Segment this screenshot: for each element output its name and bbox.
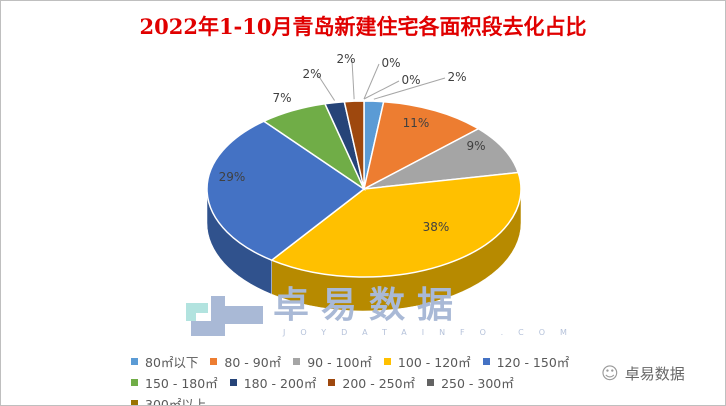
legend-item: 80 - 90㎡ (210, 351, 281, 372)
legend-swatch (131, 358, 138, 365)
legend-item: 200 - 250㎡ (328, 372, 415, 393)
wechat-watermark: ☺ 卓易数据 (601, 363, 685, 384)
legend-label: 120 - 150㎡ (496, 355, 570, 370)
legend-label: 90 - 100㎡ (307, 355, 372, 370)
legend-label: 200 - 250㎡ (342, 376, 416, 391)
data-label-0: 2% (447, 70, 466, 84)
leader-line-7 (351, 59, 355, 100)
wechat-icon: ☺ (601, 363, 619, 384)
legend-item: 180 - 200㎡ (229, 372, 317, 393)
legend-swatch (210, 358, 218, 365)
data-label-1: 11% (403, 116, 430, 130)
data-label-4: 29% (219, 170, 246, 184)
pie-slice-7 (343, 100, 365, 190)
legend-label: 80㎡以下 (145, 355, 199, 370)
legend-label: 80 - 90㎡ (224, 355, 282, 370)
logo-url: JOYDATAINFO.COM (283, 328, 582, 337)
legend-label: 250 - 300㎡ (441, 376, 514, 391)
chart-title: 2022年1-10月青岛新建住宅各面积段去化占比 (139, 14, 587, 39)
legend-label: 100 - 120㎡ (397, 355, 471, 370)
legend: 80㎡以下 80 - 90㎡ 90 - 100㎡ 100 - 120㎡ 120 - 15… (131, 351, 601, 406)
pie-slice-4 (206, 120, 366, 262)
data-label-9: 0% (401, 73, 420, 87)
legend-swatch (229, 379, 237, 386)
pie-slice-2 (363, 127, 520, 190)
legend-swatch (427, 379, 435, 386)
data-label-2: 9% (466, 139, 485, 153)
legend-label: 300㎡以上 (145, 397, 207, 406)
legend-item: 300㎡以上 (131, 393, 207, 406)
legend-swatch (293, 358, 301, 365)
leader-line-0 (373, 77, 446, 100)
legend-item: 150 - 180㎡ (131, 372, 218, 393)
leader-line-6 (317, 74, 336, 101)
logo-text: 卓易数据 (273, 285, 466, 326)
data-label-5: 7% (272, 91, 291, 105)
legend-item: 120 - 150㎡ (482, 351, 570, 372)
legend-swatch (383, 358, 391, 365)
wechat-name: 卓易数据 (624, 365, 685, 383)
leader-line-8 (363, 63, 380, 100)
legend-label: 150 - 180㎡ (145, 376, 218, 391)
legend-swatch (131, 400, 138, 405)
data-label-3: 38% (423, 220, 450, 234)
pie-slice-1 (362, 100, 480, 191)
legend-swatch (482, 358, 490, 365)
data-label-8: 0% (381, 56, 400, 70)
pie-chart: 2% 11% 9% 38% 29% 7% 2% 2% 0%0% (206, 52, 522, 312)
leader-line-9 (363, 80, 400, 100)
legend-item: 80㎡以下 (131, 351, 198, 372)
legend-label: 180 - 200㎡ (243, 376, 317, 391)
data-label-6: 2% (302, 67, 321, 81)
pie-slice-3 (270, 171, 522, 278)
data-label-7: 2% (336, 52, 355, 66)
legend-item: 100 - 120㎡ (383, 351, 471, 372)
legend-item: 250 - 300㎡ (427, 372, 514, 393)
logo-icon (186, 296, 263, 336)
legend-item: 90 - 100㎡ (293, 351, 372, 372)
legend-swatch (131, 379, 138, 386)
legend-swatch (328, 379, 336, 386)
